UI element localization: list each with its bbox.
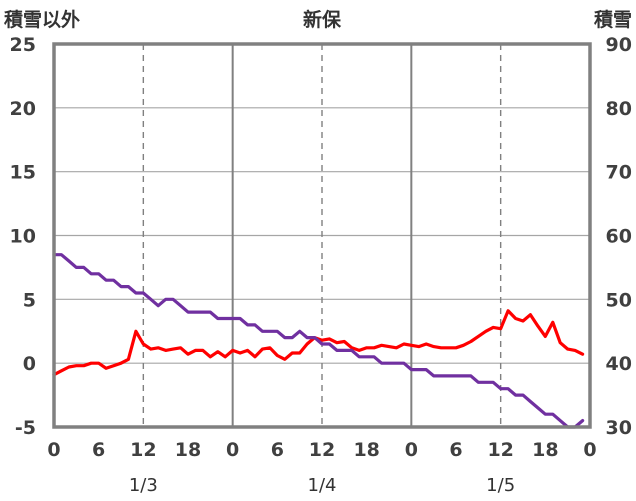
right-axis-label: 積雪 <box>594 8 632 31</box>
x-tick-label: 6 <box>271 439 284 461</box>
right-y-tick-label: 40 <box>606 353 632 375</box>
left-y-tick-label: 25 <box>10 34 36 56</box>
date-label: 1/5 <box>486 475 515 496</box>
right-y-tick-label: 70 <box>606 162 632 184</box>
right-y-tick-label: 80 <box>606 98 632 120</box>
date-label: 1/3 <box>129 475 158 496</box>
x-tick-label: 12 <box>487 439 513 461</box>
left-y-tick-label: 20 <box>10 98 36 120</box>
x-tick-label: 18 <box>175 439 201 461</box>
left-y-tick-label: -5 <box>15 417 36 439</box>
x-tick-label: 0 <box>583 439 596 461</box>
date-label: 1/4 <box>308 475 337 496</box>
left-y-tick-label: 10 <box>10 226 36 248</box>
left-y-tick-label: 5 <box>23 289 36 311</box>
x-tick-label: 0 <box>47 439 60 461</box>
x-tick-label: 18 <box>353 439 379 461</box>
left-axis-label: 積雪以外 <box>4 8 80 31</box>
right-y-tick-label: 30 <box>606 417 632 439</box>
x-tick-label: 6 <box>449 439 462 461</box>
x-tick-label: 6 <box>92 439 105 461</box>
x-tick-label: 18 <box>532 439 558 461</box>
left-y-tick-label: 15 <box>10 162 36 184</box>
right-y-tick-label: 50 <box>606 289 632 311</box>
x-tick-label: 0 <box>226 439 239 461</box>
left-y-tick-label: 0 <box>23 353 36 375</box>
series-line-right-axis <box>52 253 585 429</box>
right-y-tick-label: 90 <box>606 34 632 56</box>
chart-title: 新保 <box>303 8 342 31</box>
x-tick-label: 0 <box>405 439 418 461</box>
x-tick-label: 12 <box>309 439 335 461</box>
x-tick-label: 12 <box>130 439 156 461</box>
series-layer <box>52 253 585 429</box>
right-y-tick-label: 60 <box>606 226 632 248</box>
plot-frame-layer <box>52 42 592 429</box>
grid-layer <box>54 44 590 427</box>
plot-frame <box>52 42 592 429</box>
